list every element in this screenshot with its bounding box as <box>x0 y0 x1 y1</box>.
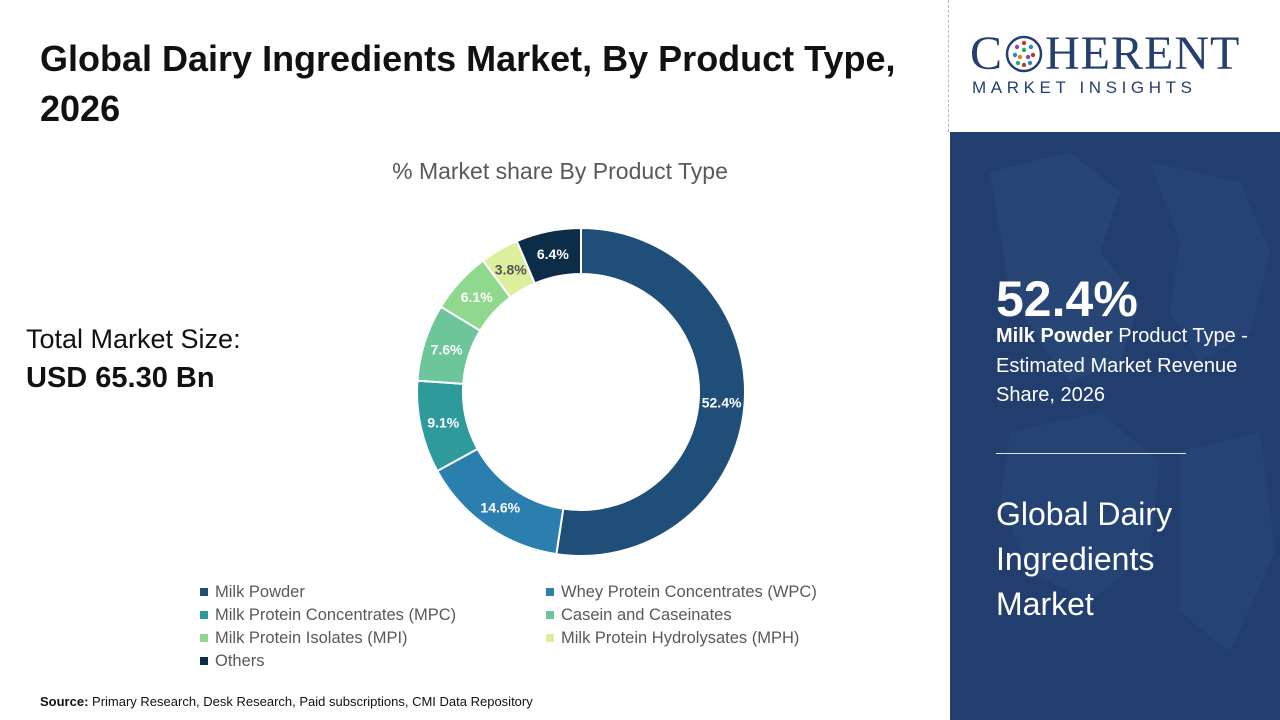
brand-wordmark: C HERENT <box>970 26 1240 81</box>
legend-label: Others <box>215 651 265 670</box>
legend-label: Milk Powder <box>215 582 305 601</box>
donut-slice-0 <box>555 226 746 557</box>
legend-item: Milk Protein Isolates (MPI) <box>200 628 546 648</box>
legend-label: Milk Protein Isolates (MPI) <box>215 628 408 647</box>
highlight-segment: Milk Powder <box>996 325 1113 347</box>
page-title: Global Dairy Ingredients Market, By Prod… <box>40 38 896 129</box>
source-text: Primary Research, Desk Research, Paid su… <box>92 694 533 709</box>
donut-slice-6 <box>515 226 582 285</box>
brand-name-suffix: HERENT <box>1045 27 1241 80</box>
legend-swatch <box>546 611 554 619</box>
donut-label-3: 7.6% <box>431 341 463 357</box>
map-background <box>990 152 1275 652</box>
source-note: Source: Primary Research, Desk Research,… <box>40 694 533 709</box>
legend-swatch <box>546 634 554 642</box>
highlight-panel: 52.4% Milk Powder Product Type - Estimat… <box>950 132 1280 720</box>
legend-label: Milk Protein Concentrates (MPC) <box>215 605 457 624</box>
legend-swatch <box>200 657 208 665</box>
legend-label: Whey Protein Concentrates (WPC) <box>561 582 817 601</box>
market-name: Global Dairy Ingredients Market <box>996 496 1173 622</box>
donut-label-0: 52.4% <box>702 395 742 411</box>
globe-dots-icon <box>1005 35 1043 72</box>
source-label: Source: <box>40 694 89 709</box>
legend-item: Others <box>200 651 546 671</box>
donut-label-6: 6.4% <box>537 246 569 262</box>
highlight-divider <box>996 453 1186 454</box>
legend-item: Whey Protein Concentrates (WPC) <box>546 582 906 602</box>
legend-swatch <box>546 588 554 596</box>
highlight-value: 52.4% <box>996 271 1138 327</box>
donut-label-1: 14.6% <box>480 500 520 516</box>
donut-label-4: 6.1% <box>461 289 493 305</box>
chart-panel: Global Dairy Ingredients Market, By Prod… <box>26 38 920 709</box>
chart-title: % Market share By Product Type <box>392 158 728 184</box>
brand-name-prefix: C <box>970 27 1004 80</box>
highlight-description: Milk Powder Product Type - Estimated Mar… <box>996 322 1266 411</box>
chart-legend: Milk Powder Whey Protein Concentrates (WP… <box>200 582 920 671</box>
brand-tagline: MARKET INSIGHTS <box>972 78 1197 97</box>
legend-swatch <box>200 588 208 596</box>
legend-item: Casein and Caseinates <box>546 605 906 625</box>
legend-swatch <box>200 611 208 619</box>
legend-item: Milk Protein Concentrates (MPC) <box>200 605 546 625</box>
market-size-value: USD 65.30 Bn <box>26 362 215 394</box>
legend-item: Milk Protein Hydrolysates (MPH) <box>546 628 906 648</box>
legend-label: Casein and Caseinates <box>561 605 732 624</box>
highlight-text: Product Type - Estimated Market Revenue … <box>996 325 1248 406</box>
donut-label-5: 3.8% <box>495 262 527 278</box>
donut-label-2: 9.1% <box>427 414 459 430</box>
legend-item: Milk Powder <box>200 582 546 602</box>
legend-label: Milk Protein Hydrolysates (MPH) <box>561 628 800 647</box>
legend-swatch <box>200 634 208 642</box>
market-size-label: Total Market Size: <box>26 324 241 354</box>
brand-logo: C HERENT MARKET INSIGHTS <box>950 0 1280 132</box>
panel-divider <box>948 0 950 132</box>
donut-chart: 52.4% 14.6% 9.1% 7.6% 6.1%3.8% 6.4% <box>416 226 746 557</box>
